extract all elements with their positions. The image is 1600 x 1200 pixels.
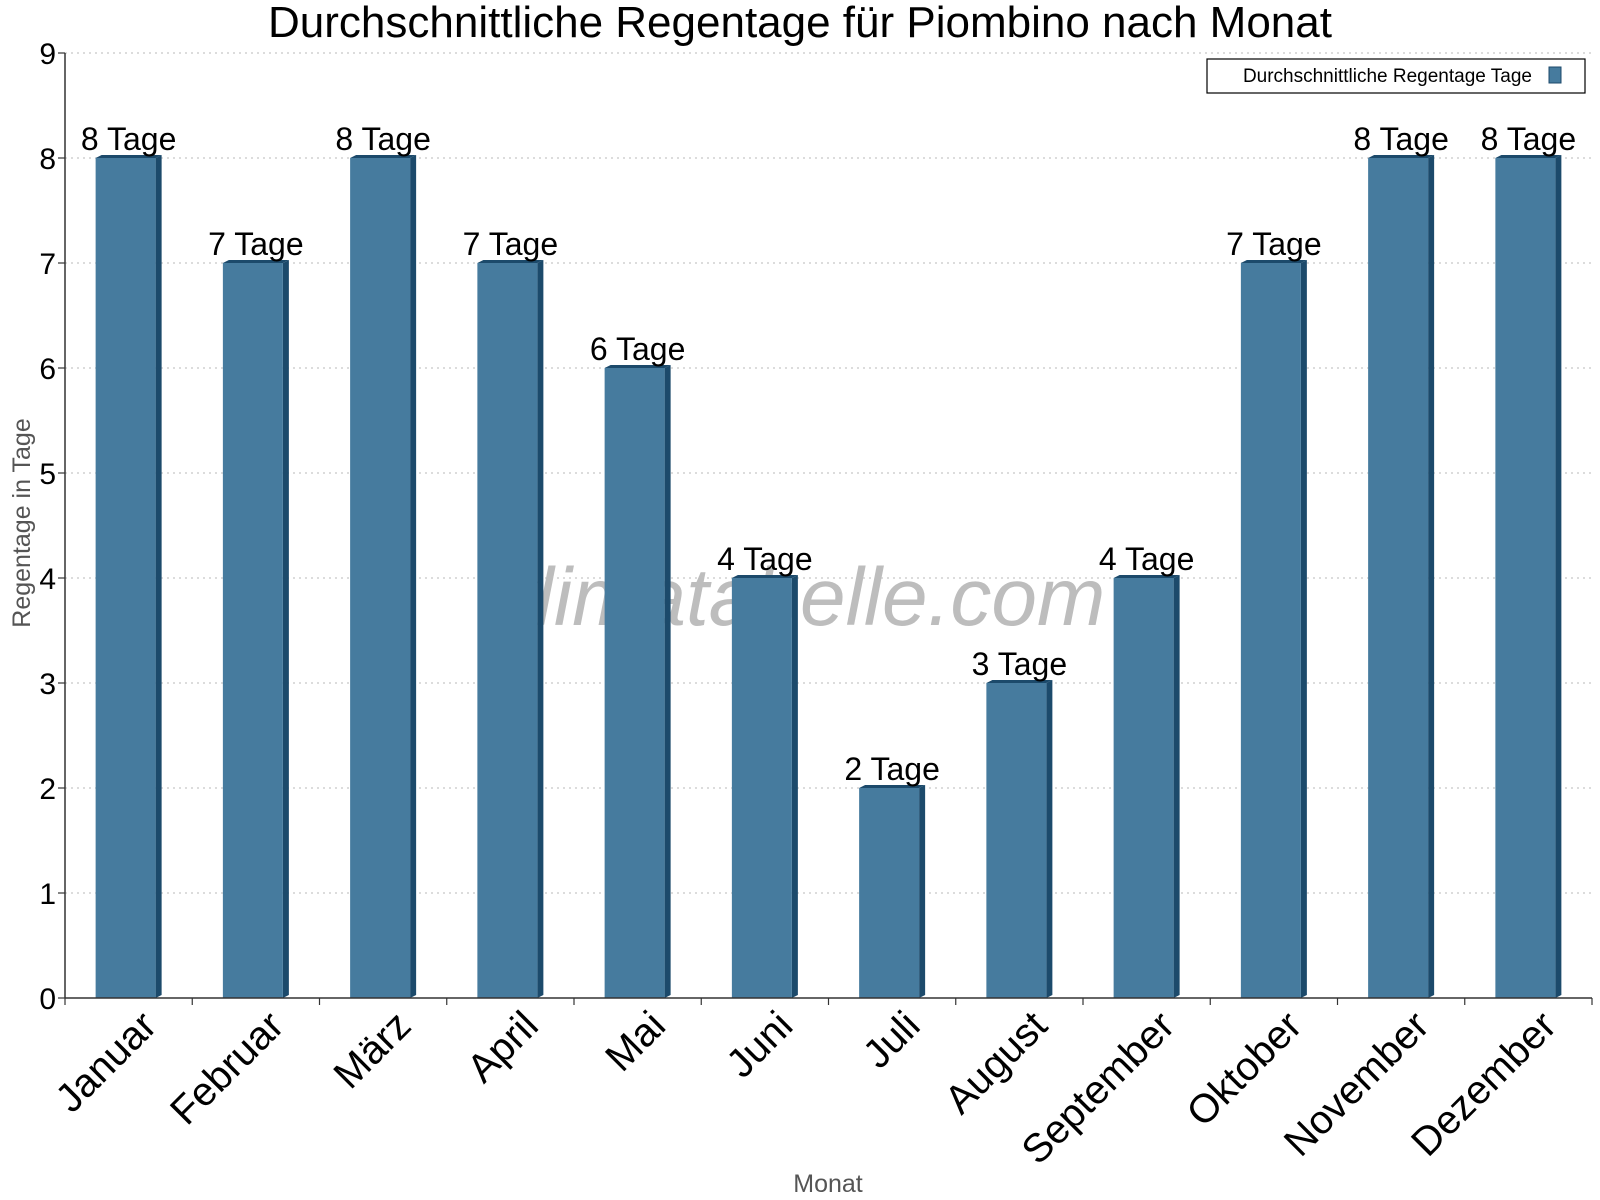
data-label: 8 Tage <box>1353 121 1449 157</box>
data-label: 7 Tage <box>1226 226 1322 262</box>
bar <box>222 263 283 998</box>
bar-top <box>1495 155 1562 158</box>
legend-swatch <box>1548 66 1562 84</box>
y-tick-label: 6 <box>39 353 56 386</box>
bar-top <box>222 260 289 263</box>
bar <box>1368 158 1429 998</box>
watermark-text: klimatabelle.com <box>495 552 1106 643</box>
bar <box>859 788 920 998</box>
bar-top <box>986 680 1053 683</box>
x-tick-label: April <box>459 1003 547 1091</box>
bar-top <box>1240 260 1307 263</box>
bar-top <box>604 365 671 368</box>
bar-side <box>664 365 671 998</box>
bar-side <box>1428 155 1435 998</box>
bar-top <box>731 575 798 578</box>
x-tick-label: März <box>326 1003 420 1097</box>
bar <box>350 158 411 998</box>
y-tick-label: 2 <box>39 773 56 806</box>
legend-box <box>1206 58 1586 94</box>
x-tick-label: Februar <box>162 1003 292 1133</box>
x-tick-label: Juli <box>855 1003 929 1077</box>
bar <box>1240 263 1301 998</box>
chart-title: Durchschnittliche Regentage für Piombino… <box>268 0 1332 47</box>
bar <box>986 683 1047 998</box>
bar-side <box>1046 680 1053 998</box>
bars <box>95 155 1562 998</box>
data-label: 2 Tage <box>844 751 940 787</box>
data-label: 8 Tage <box>81 121 177 157</box>
y-tick-label: 7 <box>39 248 56 281</box>
bar-side <box>919 785 926 998</box>
bar <box>95 158 156 998</box>
y-tick-label: 5 <box>39 458 56 491</box>
y-tick-label: 3 <box>39 668 56 701</box>
legend: Durchschnittliche Regentage Tage <box>1206 58 1586 94</box>
data-label: 4 Tage <box>1099 541 1195 577</box>
bar-top <box>1113 575 1180 578</box>
bar-side <box>1173 575 1180 998</box>
y-tick-label: 0 <box>39 983 56 1016</box>
data-labels: 8 Tage 7 Tage 8 Tage 7 Tage 6 Tage 4 Tage 2 Ta… <box>81 121 1576 787</box>
bar-side <box>1300 260 1307 998</box>
x-tick-label: Oktober <box>1179 1003 1311 1135</box>
data-label: 7 Tage <box>208 226 304 262</box>
bar-side <box>537 260 544 998</box>
y-axis-label: Regentage in Tage <box>8 418 36 627</box>
bar <box>1495 158 1556 998</box>
data-label: 8 Tage <box>335 121 431 157</box>
bar-top <box>95 155 162 158</box>
bar-side <box>410 155 417 998</box>
bar <box>604 368 665 998</box>
bar-side <box>1555 155 1562 998</box>
y-tick-label: 1 <box>39 878 56 911</box>
y-tick-label: 4 <box>39 563 56 596</box>
data-label: 7 Tage <box>463 226 559 262</box>
data-label: 4 Tage <box>717 541 813 577</box>
x-tick-label: August <box>937 1003 1056 1122</box>
bar-side <box>282 260 289 998</box>
legend-entry-label: Durchschnittliche Regentage Tage <box>1243 66 1532 87</box>
bar-top <box>350 155 417 158</box>
bar-top <box>477 260 544 263</box>
bar <box>1113 578 1174 998</box>
bar <box>731 578 792 998</box>
data-label: 3 Tage <box>972 646 1068 682</box>
bar <box>477 263 538 998</box>
gridlines <box>65 52 1592 894</box>
x-axis-label: Monat <box>793 1170 863 1198</box>
y-tick-label: 9 <box>39 38 56 71</box>
y-tick-label: 8 <box>39 143 56 176</box>
bar-side <box>791 575 798 998</box>
x-tick-label: Mai <box>597 1003 674 1080</box>
bar-side <box>155 155 162 998</box>
bar-top <box>1368 155 1435 158</box>
x-tick-label: Januar <box>47 1003 165 1121</box>
data-label: 6 Tage <box>590 331 686 367</box>
x-tick-label: Juni <box>718 1003 801 1086</box>
data-label: 8 Tage <box>1481 121 1577 157</box>
bar-top <box>859 785 926 788</box>
